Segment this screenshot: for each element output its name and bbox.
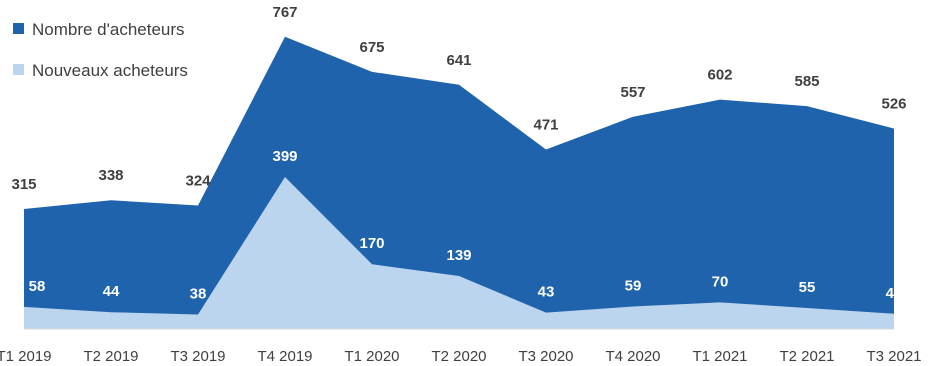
x-tick-label: T3 2020: [518, 348, 573, 365]
x-tick-label: T1 2021: [692, 348, 747, 365]
data-label-total-buyers: 471: [533, 117, 558, 134]
data-label-new-buyers: 59: [625, 278, 642, 295]
x-tick-label: T4 2019: [257, 348, 312, 365]
legend-swatch-total-buyers: [13, 23, 24, 34]
x-tick-label: T2 2019: [83, 348, 138, 365]
x-tick-label: T3 2021: [866, 348, 921, 365]
data-label-total-buyers: 557: [620, 84, 645, 101]
legend-label-new-buyers: Nouveaux acheteurs: [32, 61, 188, 80]
legend-swatch-new-buyers: [13, 64, 24, 75]
data-label-new-buyers: 70: [712, 273, 729, 290]
x-tick-label: T1 2020: [344, 348, 399, 365]
area-new-buyers: [24, 176, 894, 329]
data-label-new-buyers: 58: [29, 278, 46, 295]
data-label-total-buyers: 338: [98, 167, 123, 184]
legend-label-total-buyers: Nombre d'acheteurs: [32, 20, 185, 39]
data-label-total-buyers: 526: [881, 96, 906, 113]
legend: Nombre d'acheteurs Nouveaux acheteurs: [13, 20, 188, 80]
data-label-new-buyers: 40: [886, 285, 903, 302]
data-label-total-buyers: 767: [272, 4, 297, 21]
data-label-new-buyers: 38: [190, 286, 207, 303]
x-tick-label: T2 2020: [431, 348, 486, 365]
data-label-total-buyers: 602: [707, 67, 732, 84]
data-label-new-buyers: 170: [359, 235, 384, 252]
data-label-new-buyers: 55: [799, 279, 816, 296]
data-label-new-buyers: 139: [446, 247, 471, 264]
data-labels: 315 338 324 767 675 641 471 557 602 585 526 58 44 38 3…: [11, 4, 906, 303]
data-label-total-buyers: 585: [794, 73, 819, 90]
data-label-new-buyers: 44: [103, 283, 120, 300]
data-label-new-buyers: 399: [272, 148, 297, 165]
data-label-total-buyers: 315: [11, 176, 36, 193]
data-label-total-buyers: 675: [359, 39, 384, 56]
data-label-total-buyers: 324: [185, 173, 211, 190]
x-tick-label: T1 2019: [0, 348, 52, 365]
x-tick-label: T2 2021: [779, 348, 834, 365]
x-tick-label: T3 2019: [170, 348, 225, 365]
area-series-group: [24, 36, 894, 329]
data-label-total-buyers: 641: [446, 52, 471, 69]
x-tick-label: T4 2020: [605, 348, 660, 365]
x-axis-tick-labels: T1 2019 T2 2019 T3 2019 T4 2019 T1 2020 T2 20…: [0, 348, 922, 365]
data-label-new-buyers: 43: [538, 284, 555, 301]
